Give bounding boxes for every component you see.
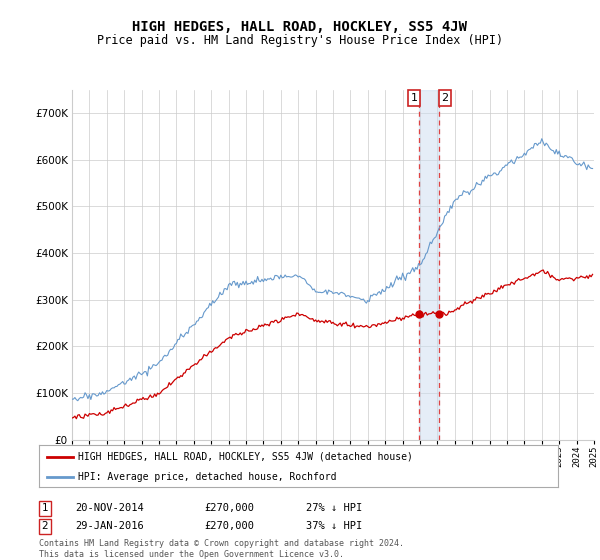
Text: 20-NOV-2014: 20-NOV-2014: [75, 503, 144, 514]
Text: 1: 1: [41, 503, 49, 514]
Text: 1: 1: [411, 93, 418, 103]
Text: 2: 2: [41, 521, 49, 531]
Text: 29-JAN-2016: 29-JAN-2016: [75, 521, 144, 531]
Text: Contains HM Land Registry data © Crown copyright and database right 2024.
This d: Contains HM Land Registry data © Crown c…: [39, 539, 404, 559]
Text: HPI: Average price, detached house, Rochford: HPI: Average price, detached house, Roch…: [78, 472, 337, 482]
Text: Price paid vs. HM Land Registry's House Price Index (HPI): Price paid vs. HM Land Registry's House …: [97, 34, 503, 46]
Text: 2: 2: [442, 93, 448, 103]
Text: HIGH HEDGES, HALL ROAD, HOCKLEY, SS5 4JW: HIGH HEDGES, HALL ROAD, HOCKLEY, SS5 4JW: [133, 20, 467, 34]
Text: 27% ↓ HPI: 27% ↓ HPI: [306, 503, 362, 514]
Text: £270,000: £270,000: [204, 503, 254, 514]
Text: HIGH HEDGES, HALL ROAD, HOCKLEY, SS5 4JW (detached house): HIGH HEDGES, HALL ROAD, HOCKLEY, SS5 4JW…: [78, 451, 413, 461]
Text: 37% ↓ HPI: 37% ↓ HPI: [306, 521, 362, 531]
Bar: [419, 90, 439, 440]
Text: £270,000: £270,000: [204, 521, 254, 531]
